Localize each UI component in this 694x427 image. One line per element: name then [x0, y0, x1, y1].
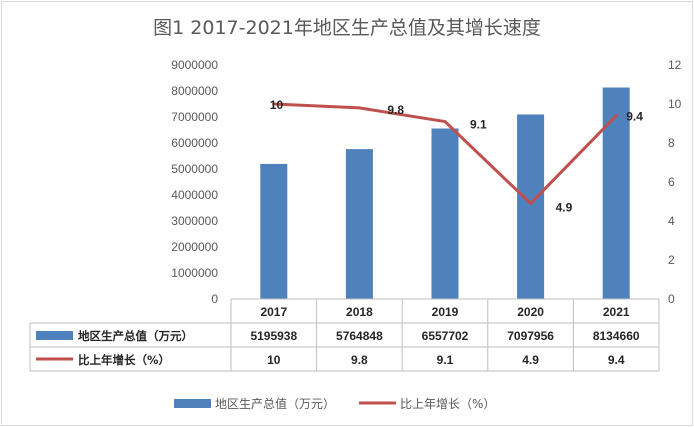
- bar-2019: [431, 128, 459, 299]
- table-cell: 8134660: [593, 329, 640, 343]
- table-cell: 6557702: [422, 329, 469, 343]
- legend-label: 比上年增长（%）: [400, 397, 495, 411]
- left-axis-tick-label: 4000000: [171, 188, 218, 202]
- chart-title: 图1 2017-2021年地区生产总值及其增长速度: [153, 17, 541, 39]
- right-axis: 0 2 4 6 8 10 12: [668, 58, 682, 306]
- right-axis-tick-label: 12: [668, 58, 682, 72]
- growth-point-2018: [357, 106, 361, 110]
- bar-series: [260, 87, 630, 299]
- left-axis-tick-label: 2000000: [171, 240, 218, 254]
- category-label: 2021: [603, 305, 630, 319]
- category-label: 2019: [432, 305, 459, 319]
- table-cell: 10: [267, 353, 281, 367]
- left-axis-tick-label: 0: [211, 292, 218, 306]
- growth-point-2019: [443, 120, 447, 124]
- line-series: 10 9.8 9.1 4.9 9.4: [270, 98, 643, 214]
- growth-data-label: 10: [270, 98, 284, 112]
- data-table: 2017 2018 2019 2020 2021 地区生产总值（万元） 5195938 576…: [29, 298, 660, 372]
- bar-2017: [260, 163, 288, 299]
- growth-point-2017: [272, 102, 276, 106]
- right-axis-tick-label: 8: [668, 136, 675, 150]
- left-axis-tick-label: 7000000: [171, 110, 218, 124]
- table-cell: 9.8: [351, 353, 368, 367]
- category-label: 2017: [260, 305, 287, 319]
- table-cell: 9.4: [608, 353, 625, 367]
- table-row-label: 地区生产总值（万元）: [78, 329, 193, 343]
- right-axis-tick-label: 0: [668, 292, 675, 306]
- category-label: 2020: [517, 305, 544, 319]
- bar-2020: [517, 114, 545, 299]
- right-axis-tick-label: 10: [668, 97, 682, 111]
- table-cell: 4.9: [522, 353, 539, 367]
- right-axis-tick-label: 6: [668, 175, 675, 189]
- growth-data-label: 9.4: [626, 110, 643, 124]
- right-axis-tick-label: 4: [668, 214, 675, 228]
- bar-2018: [345, 149, 373, 299]
- table-cell: 9.1: [437, 353, 454, 367]
- table-cell: 7097956: [507, 329, 554, 343]
- left-axis-tick-label: 3000000: [171, 214, 218, 228]
- legend-key-bar: [174, 399, 211, 408]
- growth-data-label: 4.9: [556, 200, 573, 214]
- left-axis-tick-label: 5000000: [171, 162, 218, 176]
- left-axis-tick-label: 6000000: [171, 136, 218, 150]
- left-axis: 0 1000000 2000000 3000000 4000000 5000000 6000…: [171, 58, 218, 306]
- legend: 地区生产总值（万元） 比上年增长（%）: [174, 396, 495, 411]
- growth-point-2020: [529, 201, 533, 205]
- growth-point-2021: [614, 114, 618, 118]
- table-key-bar: [36, 331, 73, 340]
- growth-data-label: 9.1: [470, 118, 487, 132]
- category-label: 2018: [346, 305, 373, 319]
- legend-label: 地区生产总值（万元）: [215, 396, 335, 411]
- table-cell: 5195938: [250, 329, 297, 343]
- left-axis-tick-label: 1000000: [171, 266, 218, 280]
- growth-data-label: 9.8: [387, 103, 404, 117]
- table-row-label: 比上年增长（%）: [78, 353, 170, 367]
- left-axis-tick-label: 8000000: [171, 84, 218, 98]
- right-axis-tick-label: 2: [668, 253, 675, 267]
- bar-2021: [602, 87, 630, 299]
- left-axis-tick-label: 9000000: [171, 58, 218, 72]
- table-cell: 5764848: [336, 329, 383, 343]
